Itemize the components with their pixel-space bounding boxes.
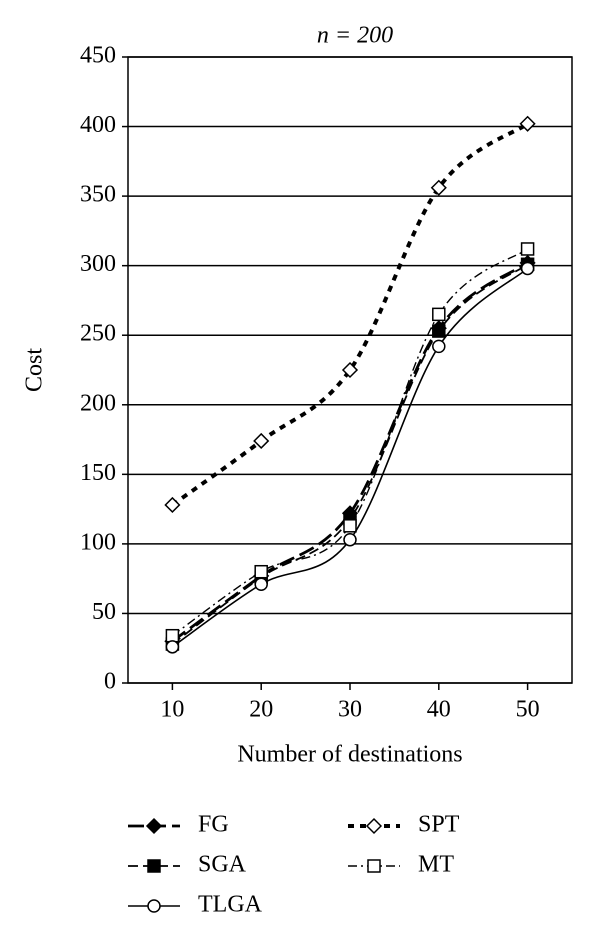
data-point	[432, 339, 446, 354]
x-tick-label: 40	[427, 697, 451, 723]
data-point	[164, 496, 181, 513]
y-tick-label: 250	[80, 321, 116, 347]
data-point	[430, 179, 447, 196]
chart-title: n = 200	[317, 23, 393, 49]
legend-marker	[367, 859, 381, 873]
series-line	[171, 261, 529, 643]
legend-label: FG	[198, 812, 229, 838]
x-tick-label: 30	[338, 697, 362, 723]
data-point	[341, 361, 359, 379]
plot-frame	[127, 56, 573, 684]
data-point	[343, 532, 357, 547]
legend-label: MT	[418, 852, 454, 878]
legend-label: SGA	[198, 852, 247, 878]
legend-marker	[365, 817, 383, 835]
y-axis-label: Cost	[22, 348, 48, 392]
data-point	[254, 577, 268, 591]
series-line	[171, 263, 529, 645]
x-tick-label: 50	[516, 697, 540, 723]
legend-label: SPT	[418, 812, 460, 838]
data-point	[165, 640, 180, 654]
data-point	[254, 564, 268, 579]
data-point	[519, 115, 536, 132]
x-axis-label: Number of destinations	[237, 742, 462, 768]
legend-marker	[145, 817, 163, 835]
y-tick-label: 350	[80, 182, 116, 208]
legend-label: TLGA	[198, 892, 263, 918]
data-point	[253, 432, 270, 450]
y-tick-label: 400	[80, 112, 116, 138]
series-line	[171, 122, 529, 507]
data-point	[432, 324, 446, 338]
data-point	[343, 519, 357, 533]
data-point	[432, 307, 446, 322]
series-line	[171, 267, 529, 648]
data-point	[520, 242, 535, 256]
y-tick-label: 0	[104, 669, 116, 695]
legend-marker	[147, 859, 161, 873]
y-tick-label: 150	[80, 460, 116, 486]
y-tick-label: 300	[80, 251, 116, 277]
y-tick-label: 450	[80, 43, 116, 69]
y-tick-label: 200	[80, 390, 116, 416]
legend-marker	[147, 899, 161, 913]
y-tick-label: 100	[80, 529, 116, 555]
series-line	[171, 248, 529, 637]
data-point	[165, 628, 180, 643]
y-tick-label: 50	[92, 599, 116, 625]
x-tick-label: 10	[160, 697, 184, 723]
data-point	[520, 261, 535, 276]
x-tick-label: 20	[249, 697, 273, 723]
